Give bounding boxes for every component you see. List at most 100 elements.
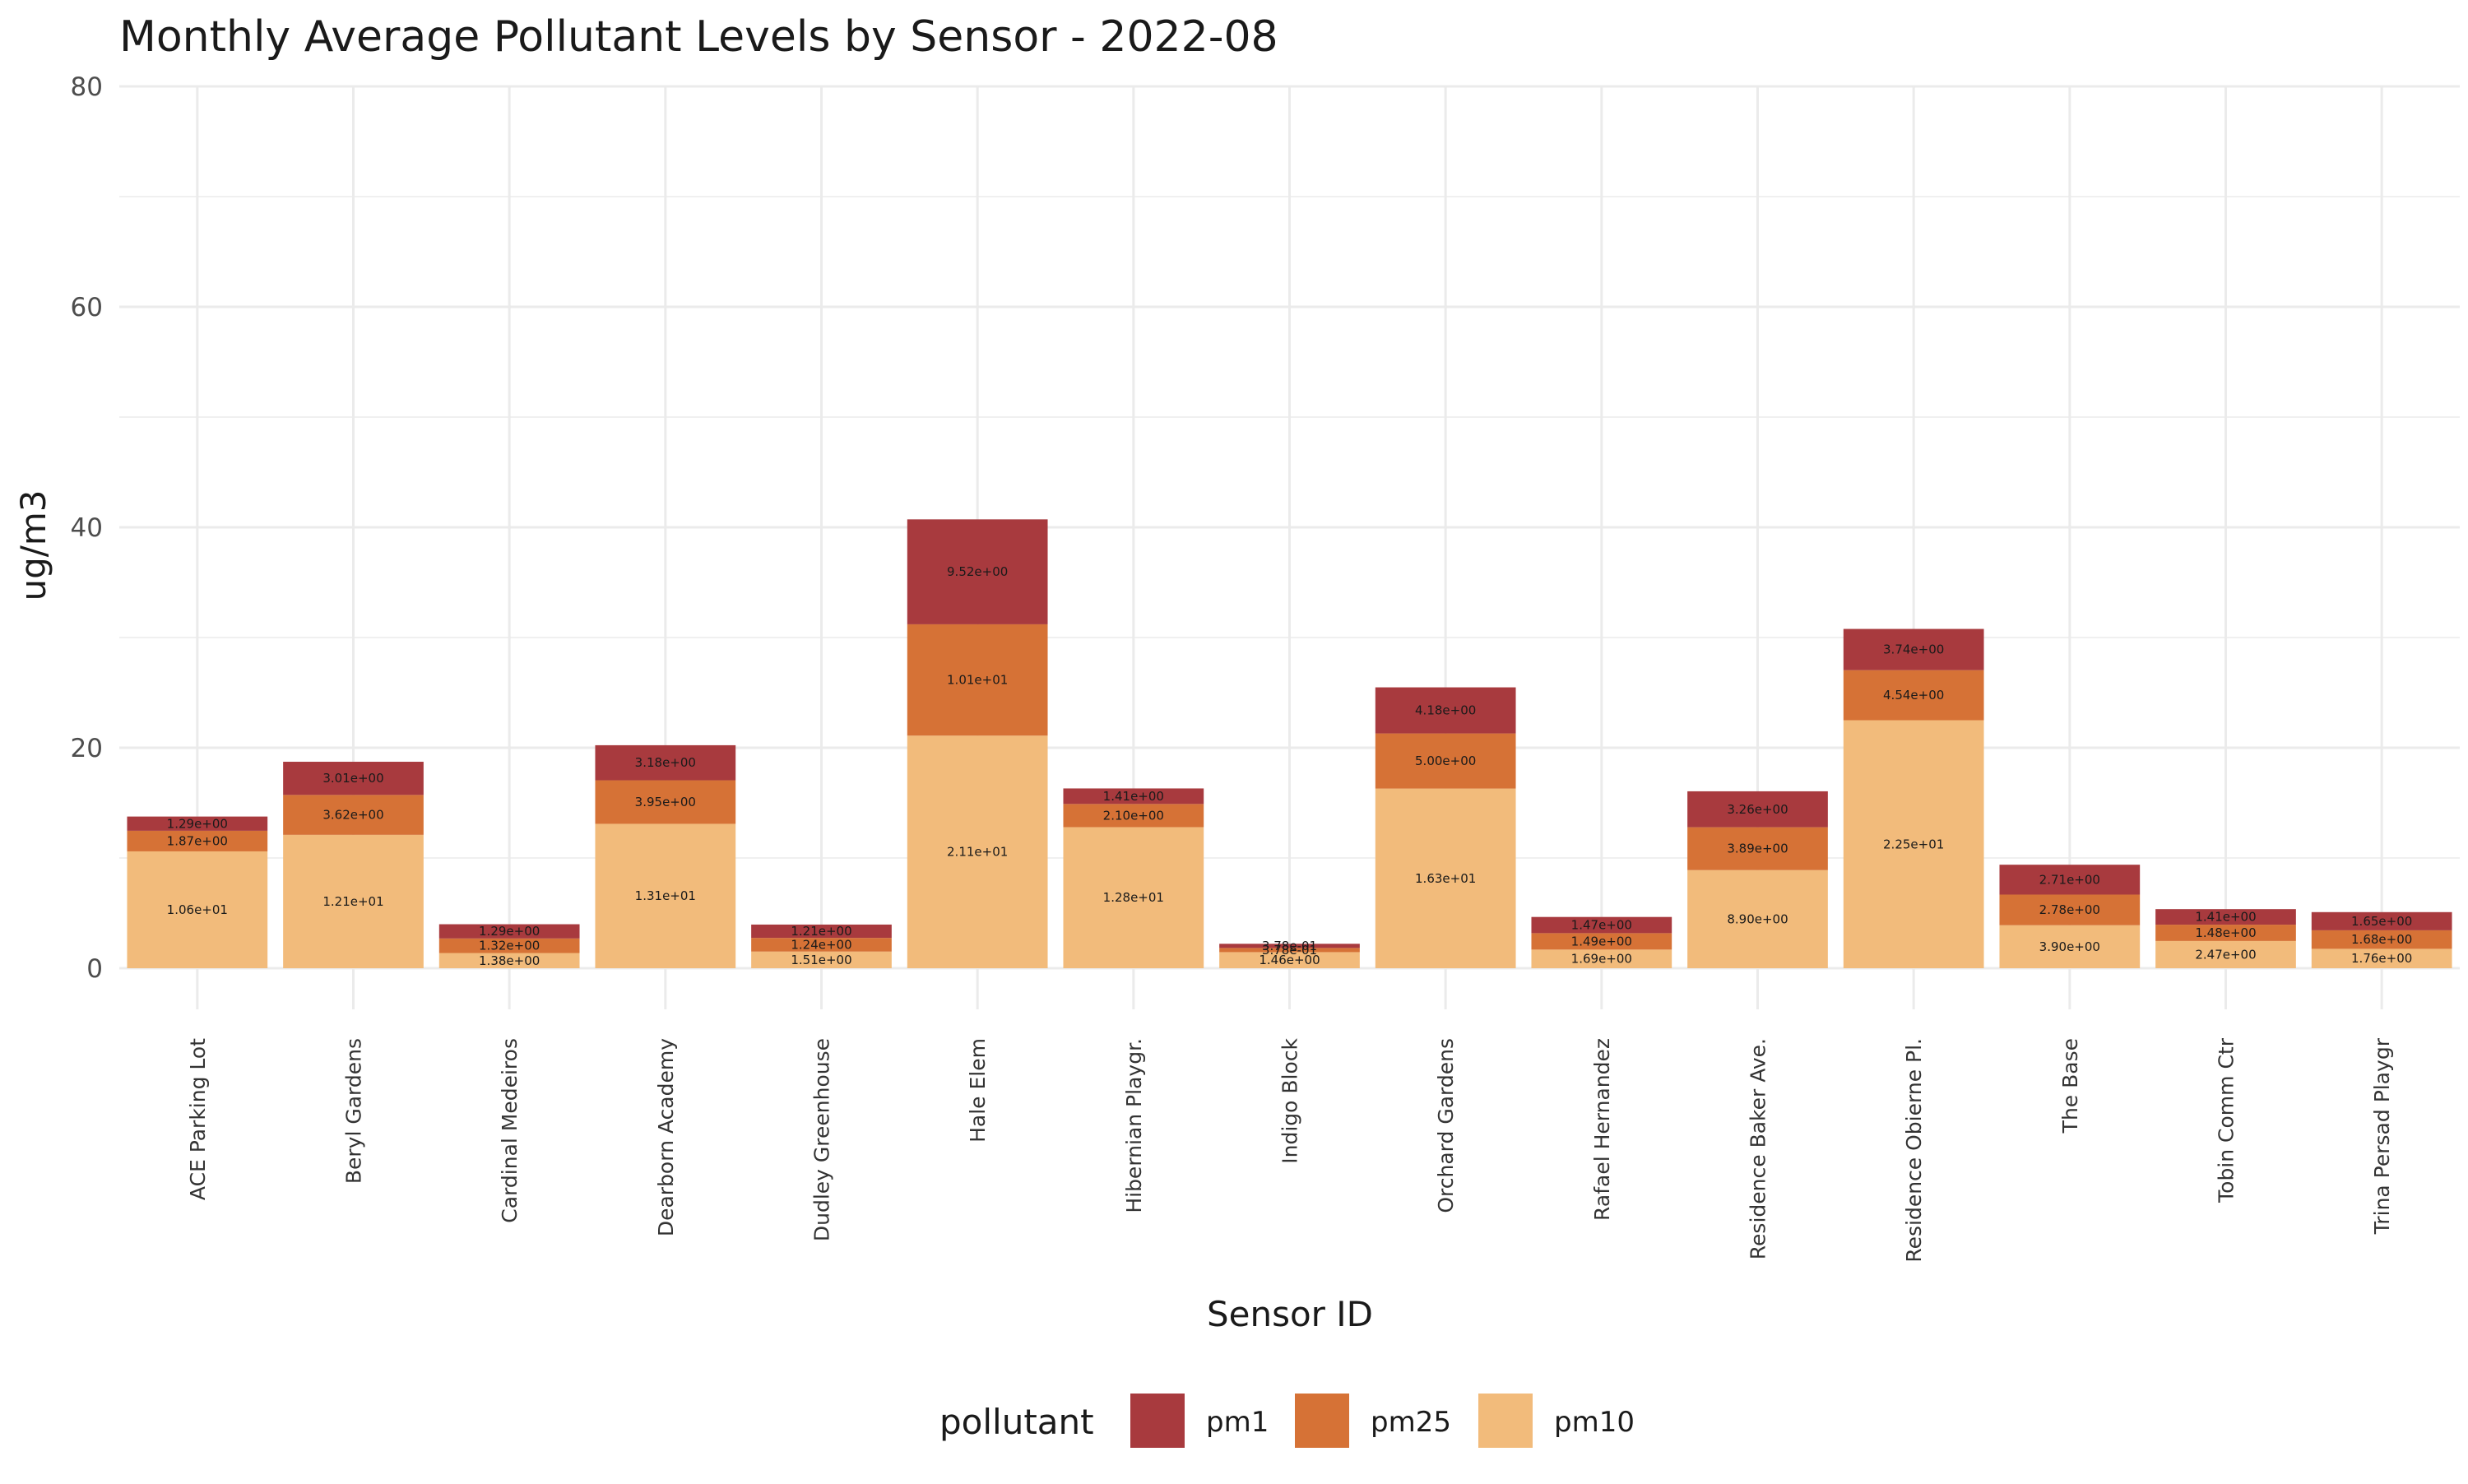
x-tick-label: Residence Obierne Pl. [1902,1038,1926,1263]
segment-value-label: 1.51e+00 [791,953,851,967]
segment-value-label: 1.63e+01 [1415,871,1476,886]
segment-value-label: 3.78e-01 [1262,939,1317,953]
x-tick-label: Trina Persad Playgr [2370,1037,2394,1235]
x-tick-label: Beryl Gardens [342,1038,366,1184]
segment-value-label: 3.01e+00 [322,771,383,786]
segment-value-label: 1.87e+00 [167,833,228,848]
y-tick-label: 40 [71,513,103,543]
bar-segment-pm10 [1687,870,1828,968]
bar-segment-pm10 [1375,788,1516,968]
segment-value-label: 1.31e+01 [635,888,696,903]
x-tick-label: Indigo Block [1278,1037,1302,1163]
x-tick-label: Dearborn Academy [654,1038,678,1236]
bar-segment-pm1 [907,519,1048,624]
segment-value-label: 1.49e+00 [1571,934,1632,948]
x-tick-label: Rafael Hernandez [1590,1038,1614,1221]
legend: pollutant pm1 pm25 pm10 [939,1394,1635,1448]
segment-value-label: 1.29e+00 [479,924,540,939]
y-tick-label: 60 [71,293,103,322]
segment-labels-layer: 1.06e+01 1.87e+00 1.29e+00 1.21e+01 3.62e+00… [167,564,2413,968]
segment-value-label: 3.74e+00 [1883,642,1944,657]
bar-segment-pm10 [1843,720,1984,968]
segment-value-label: 3.18e+00 [635,755,696,770]
bar-segment-pm25 [595,780,736,824]
y-tick-label: 0 [86,954,103,984]
legend-items: pm1 pm25 pm10 [1130,1394,1635,1448]
bar-segment-pm25 [1999,894,2141,925]
y-axis-title: ug/m3 [13,489,53,601]
segment-value-label: 9.52e+00 [947,564,1008,579]
bar-segment-pm1 [1063,788,1204,805]
bar-segment-pm10 [2311,948,2452,968]
x-axis-ticks: ACE Parking Lot Beryl Gardens Cardinal Med… [186,1037,2394,1262]
x-tick-label: Cardinal Medeiros [498,1038,522,1223]
segment-value-label: 2.71e+00 [2039,872,2100,887]
y-tick-label: 80 [71,72,103,102]
x-tick-label: Orchard Gardens [1434,1038,1458,1213]
x-tick-label: Tobin Comm Ctr [2215,1037,2238,1203]
bar-segment-pm1 [1219,944,1360,948]
bar-segment-pm10 [2155,940,2296,968]
segment-value-label: 4.54e+00 [1883,688,1944,703]
legend-swatch-pm10 [1478,1394,1533,1448]
bar-segment-pm10 [1999,925,2141,968]
x-tick-label: ACE Parking Lot [186,1038,210,1200]
bar-segment-pm25 [1219,948,1360,953]
legend-label-pm25: pm25 [1371,1406,1451,1439]
segment-value-label: 1.24e+00 [791,937,851,952]
segment-value-label: 3.90e+00 [2039,939,2100,954]
segment-value-label: 1.65e+00 [2351,914,2412,929]
x-tick-label: Hibernian Playgr. [1122,1038,1146,1213]
segment-value-label: 1.28e+01 [1103,890,1164,905]
bar-segment-pm1 [595,744,736,781]
segment-value-label: 1.41e+00 [1103,789,1164,804]
bar-segment-pm1 [2311,911,2452,930]
legend-swatch-pm25 [1295,1394,1349,1448]
bar-segment-pm25 [2311,930,2452,949]
segment-value-label: 1.01e+01 [947,673,1008,688]
segment-value-label: 1.48e+00 [2195,925,2256,940]
bar-segment-pm25 [438,938,580,953]
bar-segment-pm25 [127,830,268,851]
bar-segment-pm1 [438,924,580,939]
bar-segment-pm10 [1219,952,1360,968]
bar-segment-pm25 [2155,925,2296,941]
bar-segment-pm10 [127,851,268,968]
segment-value-label: 1.76e+00 [2351,951,2412,966]
bar-segment-pm1 [1531,916,1672,934]
bar-segment-pm1 [1375,687,1516,734]
bar-segment-pm1 [2155,909,2296,925]
y-tick-label: 20 [71,734,103,763]
x-tick-label: The Base [2058,1038,2082,1134]
legend-title: pollutant [939,1402,1094,1442]
bar-segment-pm1 [1999,865,2141,895]
bar-segment-pm10 [751,951,892,968]
segment-value-label: 1.38e+00 [479,953,540,968]
segment-value-label: 3.78e-01 [1262,943,1317,958]
x-tick-label: Residence Baker Ave. [1747,1038,1770,1259]
segment-value-label: 2.10e+00 [1103,808,1164,823]
segment-value-label: 1.06e+01 [167,902,228,917]
segment-value-label: 3.62e+00 [322,808,383,823]
segment-value-label: 1.69e+00 [1571,952,1632,967]
grid-layer [119,85,2460,1009]
bar-segment-pm10 [907,735,1048,968]
segment-value-label: 1.21e+00 [791,924,851,939]
legend-label-pm10: pm10 [1554,1406,1635,1439]
segment-value-label: 1.46e+00 [1259,953,1320,967]
bar-segment-pm25 [1843,670,1984,721]
segment-value-label: 4.18e+00 [1415,703,1476,718]
segment-value-label: 5.00e+00 [1415,754,1476,768]
bar-segment-pm25 [1687,827,1828,870]
segment-value-label: 1.68e+00 [2351,932,2412,947]
bar-segment-pm25 [751,938,892,952]
bar-segment-pm1 [283,762,424,795]
segment-value-label: 3.95e+00 [635,795,696,809]
segment-value-label: 2.11e+01 [947,845,1008,860]
bar-segment-pm25 [907,624,1048,736]
bar-segment-pm10 [438,953,580,968]
bar-segment-pm25 [1063,804,1204,828]
x-tick-label: Dudley Greenhouse [810,1038,834,1241]
bar-segment-pm10 [595,823,736,968]
